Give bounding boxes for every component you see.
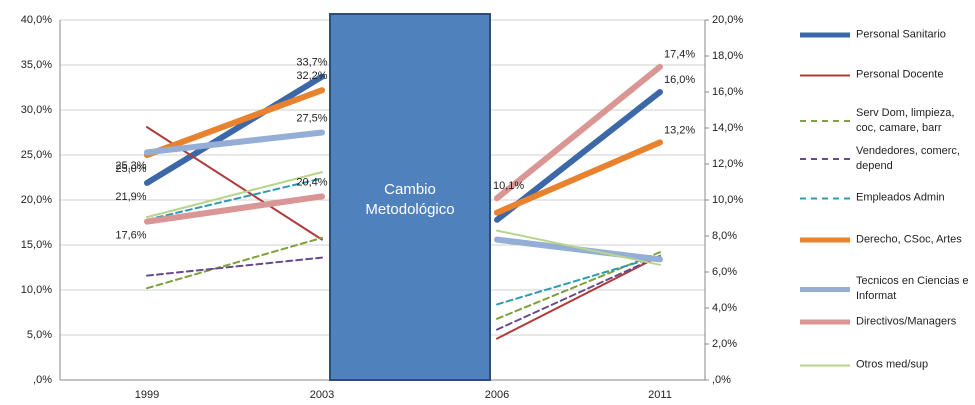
- legend-label: Personal Docente: [856, 68, 944, 81]
- y2-tick-label: 20,0%: [712, 14, 743, 26]
- legend-swatch: [800, 319, 850, 325]
- y2-tick-label: 14,0%: [712, 122, 743, 134]
- data-label: 25,3%: [115, 160, 146, 172]
- legend-item: Empleados Admin: [800, 191, 970, 206]
- x-tick-label: 1999: [135, 389, 159, 401]
- data-label: 25,0%: [115, 163, 146, 175]
- legend-item: Derecho, CSoc, Artes: [800, 233, 970, 248]
- series-line: [146, 236, 323, 290]
- data-label: 27,5%: [296, 112, 327, 124]
- legend-label: Vendedores, comerc, depend: [856, 145, 960, 172]
- y2-tick-label: 10,0%: [712, 194, 743, 206]
- series-line: [146, 256, 323, 277]
- series-line: [146, 177, 323, 221]
- legend-label: Tecnicos en Ciencias e Informat: [856, 275, 969, 302]
- series-line: [146, 171, 323, 219]
- legend-item: Personal Docente: [800, 68, 970, 83]
- y2-tick-label: 12,0%: [712, 158, 743, 170]
- legend-swatch: [800, 32, 850, 38]
- legend: Personal Sanitario Personal Docente Serv D…: [800, 0, 970, 405]
- legend-swatch: [800, 237, 850, 243]
- legend-label: Otros med/sup: [856, 358, 929, 371]
- series-line: [496, 229, 661, 266]
- legend-item: Otros med/sup: [800, 358, 970, 373]
- y2-tick-label: 8,0%: [712, 230, 737, 242]
- data-label: 13,2%: [664, 124, 695, 136]
- legend-item: Personal Sanitario: [800, 28, 970, 43]
- series-line: [144, 129, 325, 156]
- series-line: [144, 193, 325, 225]
- legend-label: Derecho, CSoc, Artes: [856, 233, 962, 246]
- y-tick-label: 5,0%: [27, 329, 52, 341]
- y2-tick-label: ,0%: [712, 374, 731, 386]
- y2-tick-label: 2,0%: [712, 338, 737, 350]
- data-label: 33,7%: [296, 57, 327, 69]
- series-line: [144, 87, 325, 158]
- data-label: 17,4%: [664, 49, 695, 61]
- series-line: [494, 63, 663, 202]
- chart: ,0% 5,0% 10,0% 15,0% 20,0% 25,0% 30,0% 35,0% 40,…: [21, 13, 743, 401]
- legend-swatch: [800, 197, 850, 199]
- legend-swatch: [800, 158, 850, 160]
- y-tick-label: 25,0%: [21, 149, 52, 161]
- y-tick-label: 15,0%: [21, 239, 52, 251]
- y-tick-label: 35,0%: [21, 59, 52, 71]
- legend-item: Tecnicos en Ciencias e Informat: [800, 274, 970, 304]
- legend-label: Serv Dom, limpieza, coc, camare, barr: [856, 107, 955, 134]
- legend-item: Vendedores, comerc, depend: [800, 144, 970, 174]
- y2-tick-label: 18,0%: [712, 50, 743, 62]
- y-tick-label: 40,0%: [21, 14, 52, 26]
- y2-tick-label: 16,0%: [712, 86, 743, 98]
- series-line: [496, 254, 661, 331]
- y-tick-label: 10,0%: [21, 284, 52, 296]
- series-line: [144, 73, 325, 186]
- series-line: [496, 254, 661, 340]
- legend-item: Directivos/Managers: [800, 315, 970, 330]
- legend-item: Serv Dom, limpieza, coc, camare, barr: [800, 106, 970, 136]
- series-line: [494, 139, 663, 216]
- legend-label: Directivos/Managers: [856, 315, 957, 328]
- method-change-box: [329, 13, 491, 381]
- annotation: Cambio Metodológico: [365, 181, 454, 218]
- y-tick-label: 20,0%: [21, 194, 52, 206]
- y-tick-label: 30,0%: [21, 104, 52, 116]
- legend-swatch: [800, 120, 850, 122]
- x-tick-label: 2006: [485, 389, 509, 401]
- legend-swatch: [800, 74, 850, 76]
- series-line: [494, 236, 663, 263]
- data-label: 16,0%: [664, 74, 695, 86]
- data-label: 32,2%: [296, 70, 327, 82]
- y2-tick-label: 6,0%: [712, 266, 737, 278]
- x-tick-label: 2003: [310, 389, 334, 401]
- data-label: 21,9%: [115, 191, 146, 203]
- legend-label: Empleados Admin: [856, 191, 945, 204]
- x-tick-label: 2011: [648, 389, 672, 401]
- data-label: 10,1%: [493, 180, 524, 192]
- legend-label: Personal Sanitario: [856, 28, 946, 41]
- data-label: 20,4%: [296, 176, 327, 188]
- legend-swatch: [800, 364, 850, 366]
- y2-tick-label: 4,0%: [712, 302, 737, 314]
- legend-swatch: [800, 286, 850, 292]
- y-tick-label: ,0%: [33, 374, 52, 386]
- data-label: 17,6%: [115, 230, 146, 242]
- series-line: [496, 254, 661, 306]
